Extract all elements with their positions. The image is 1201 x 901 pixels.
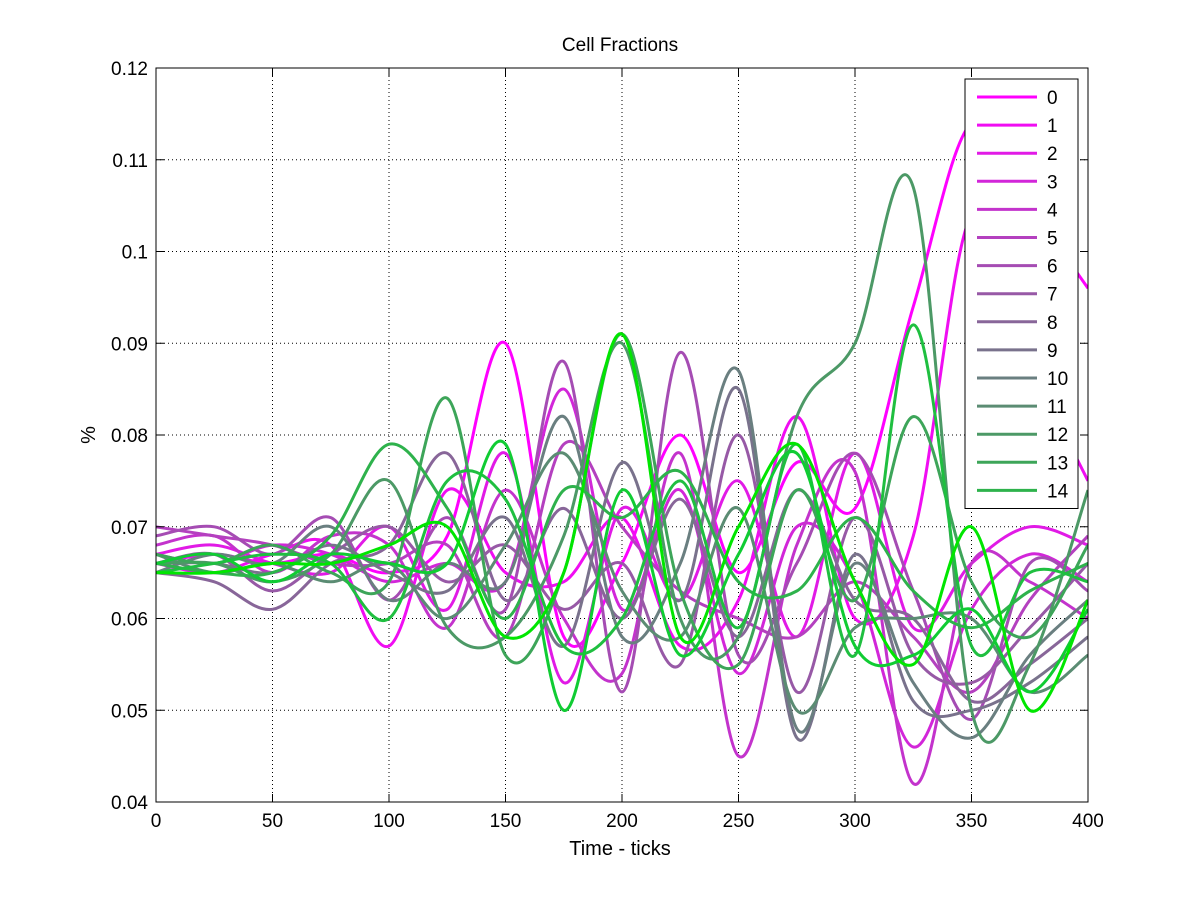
x-tick-label: 250 xyxy=(723,811,755,832)
y-tick-label: 0.09 xyxy=(111,334,148,355)
y-axis-title: % xyxy=(78,426,100,444)
legend-label: 1 xyxy=(1047,116,1058,137)
x-axis-title: Time - ticks xyxy=(569,838,670,860)
y-tick-label: 0.07 xyxy=(111,518,148,539)
series-line-12 xyxy=(156,173,1088,744)
y-tick-label: 0.08 xyxy=(111,426,148,447)
legend-label: 8 xyxy=(1047,313,1058,334)
legend-label: 6 xyxy=(1047,257,1058,278)
legend-label: 10 xyxy=(1047,369,1068,390)
series-line-1 xyxy=(156,209,1088,652)
x-tick-label: 100 xyxy=(373,811,405,832)
legend-label: 11 xyxy=(1047,397,1067,418)
x-tick-label: 200 xyxy=(606,811,638,832)
x-tick-label: 0 xyxy=(151,811,162,832)
series-line-extra-17 xyxy=(156,332,1088,713)
x-tick-label: 300 xyxy=(839,811,871,832)
x-tick-label: 50 xyxy=(262,811,283,832)
legend-label: 3 xyxy=(1047,172,1058,193)
x-tick-label: 350 xyxy=(956,811,988,832)
legend-label: 2 xyxy=(1047,144,1058,165)
legend-label: 7 xyxy=(1047,285,1058,306)
y-tick-label: 0.05 xyxy=(111,701,148,722)
legend-label: 0 xyxy=(1047,88,1058,109)
y-tick-label: 0.12 xyxy=(111,59,148,80)
x-tick-label: 150 xyxy=(490,811,522,832)
legend-label: 5 xyxy=(1047,229,1058,250)
axis-ticks: 0 50 100 150 200 250 300 350 4000.040.050.060.07… xyxy=(111,59,1104,832)
series-line-5 xyxy=(156,439,1088,694)
legend-label: 9 xyxy=(1047,341,1058,362)
chart-title: Cell Fractions xyxy=(562,35,678,56)
legend-label: 13 xyxy=(1047,453,1068,474)
y-tick-label: 0.06 xyxy=(111,610,148,631)
x-tick-label: 400 xyxy=(1072,811,1104,832)
legend-label: 4 xyxy=(1047,200,1058,221)
legend-label: 14 xyxy=(1047,481,1069,502)
y-tick-label: 0.1 xyxy=(122,243,148,264)
series-line-14 xyxy=(156,442,1088,630)
series-line-11 xyxy=(156,451,1088,715)
legend-label: 12 xyxy=(1047,425,1068,446)
series-line-13 xyxy=(156,332,1088,671)
y-tick-label: 0.11 xyxy=(112,151,148,172)
series-lines xyxy=(156,119,1088,786)
series-line-extra-15 xyxy=(156,323,1088,658)
y-tick-label: 0.04 xyxy=(111,793,148,814)
series-line-4 xyxy=(156,451,1088,786)
